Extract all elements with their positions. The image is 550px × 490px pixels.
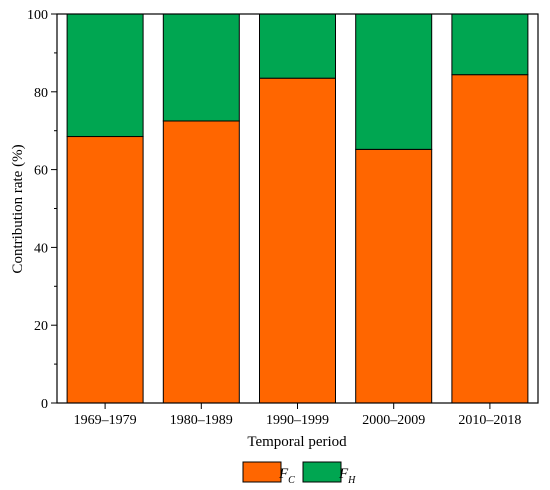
bar-f-h-1 (66, 13, 144, 138)
x-tick-label: 1969–1979 (74, 413, 137, 428)
bar-f-c-1 (66, 136, 144, 404)
bar-f-c-4 (355, 148, 433, 404)
y-tick-label: 60 (34, 164, 48, 179)
y-tick-label: 20 (34, 319, 48, 334)
x-axis-ticks: 1969–1979 1980–1989 1990–1999 2000–2009 2010… (74, 403, 521, 428)
x-tick-label: 2010–2018 (458, 413, 521, 428)
legend-label-f-h: FH (338, 466, 356, 486)
legend-swatch-f-h (302, 461, 342, 483)
y-axis-title: Contribution rate (%) (10, 144, 26, 273)
bar-f-h-5 (451, 13, 529, 76)
bar-f-h-3 (259, 13, 336, 79)
x-tick-label: 1980–1989 (170, 413, 233, 428)
bar-f-c-5 (451, 74, 529, 404)
y-axis-ticks: 0 20 40 60 80 100 (27, 8, 57, 412)
y-tick-label: 80 (34, 86, 48, 101)
bar-f-c-3 (259, 77, 336, 404)
x-tick-label: 1990–1999 (266, 413, 329, 428)
bar-f-h-2 (162, 13, 240, 122)
x-axis-title: Temporal period (247, 434, 347, 450)
legend-label-f-c: FC (278, 466, 295, 486)
y-tick-label: 100 (27, 8, 48, 23)
bar-f-c-2 (162, 120, 240, 404)
x-tick-label: 2000–2009 (362, 413, 425, 428)
bars-group (66, 13, 529, 404)
bar-f-h-4 (355, 13, 433, 150)
y-tick-label: 40 (34, 241, 48, 256)
legend-swatch-f-c (242, 461, 282, 483)
y-tick-label: 0 (41, 397, 48, 412)
legend: FC FH (242, 461, 356, 486)
